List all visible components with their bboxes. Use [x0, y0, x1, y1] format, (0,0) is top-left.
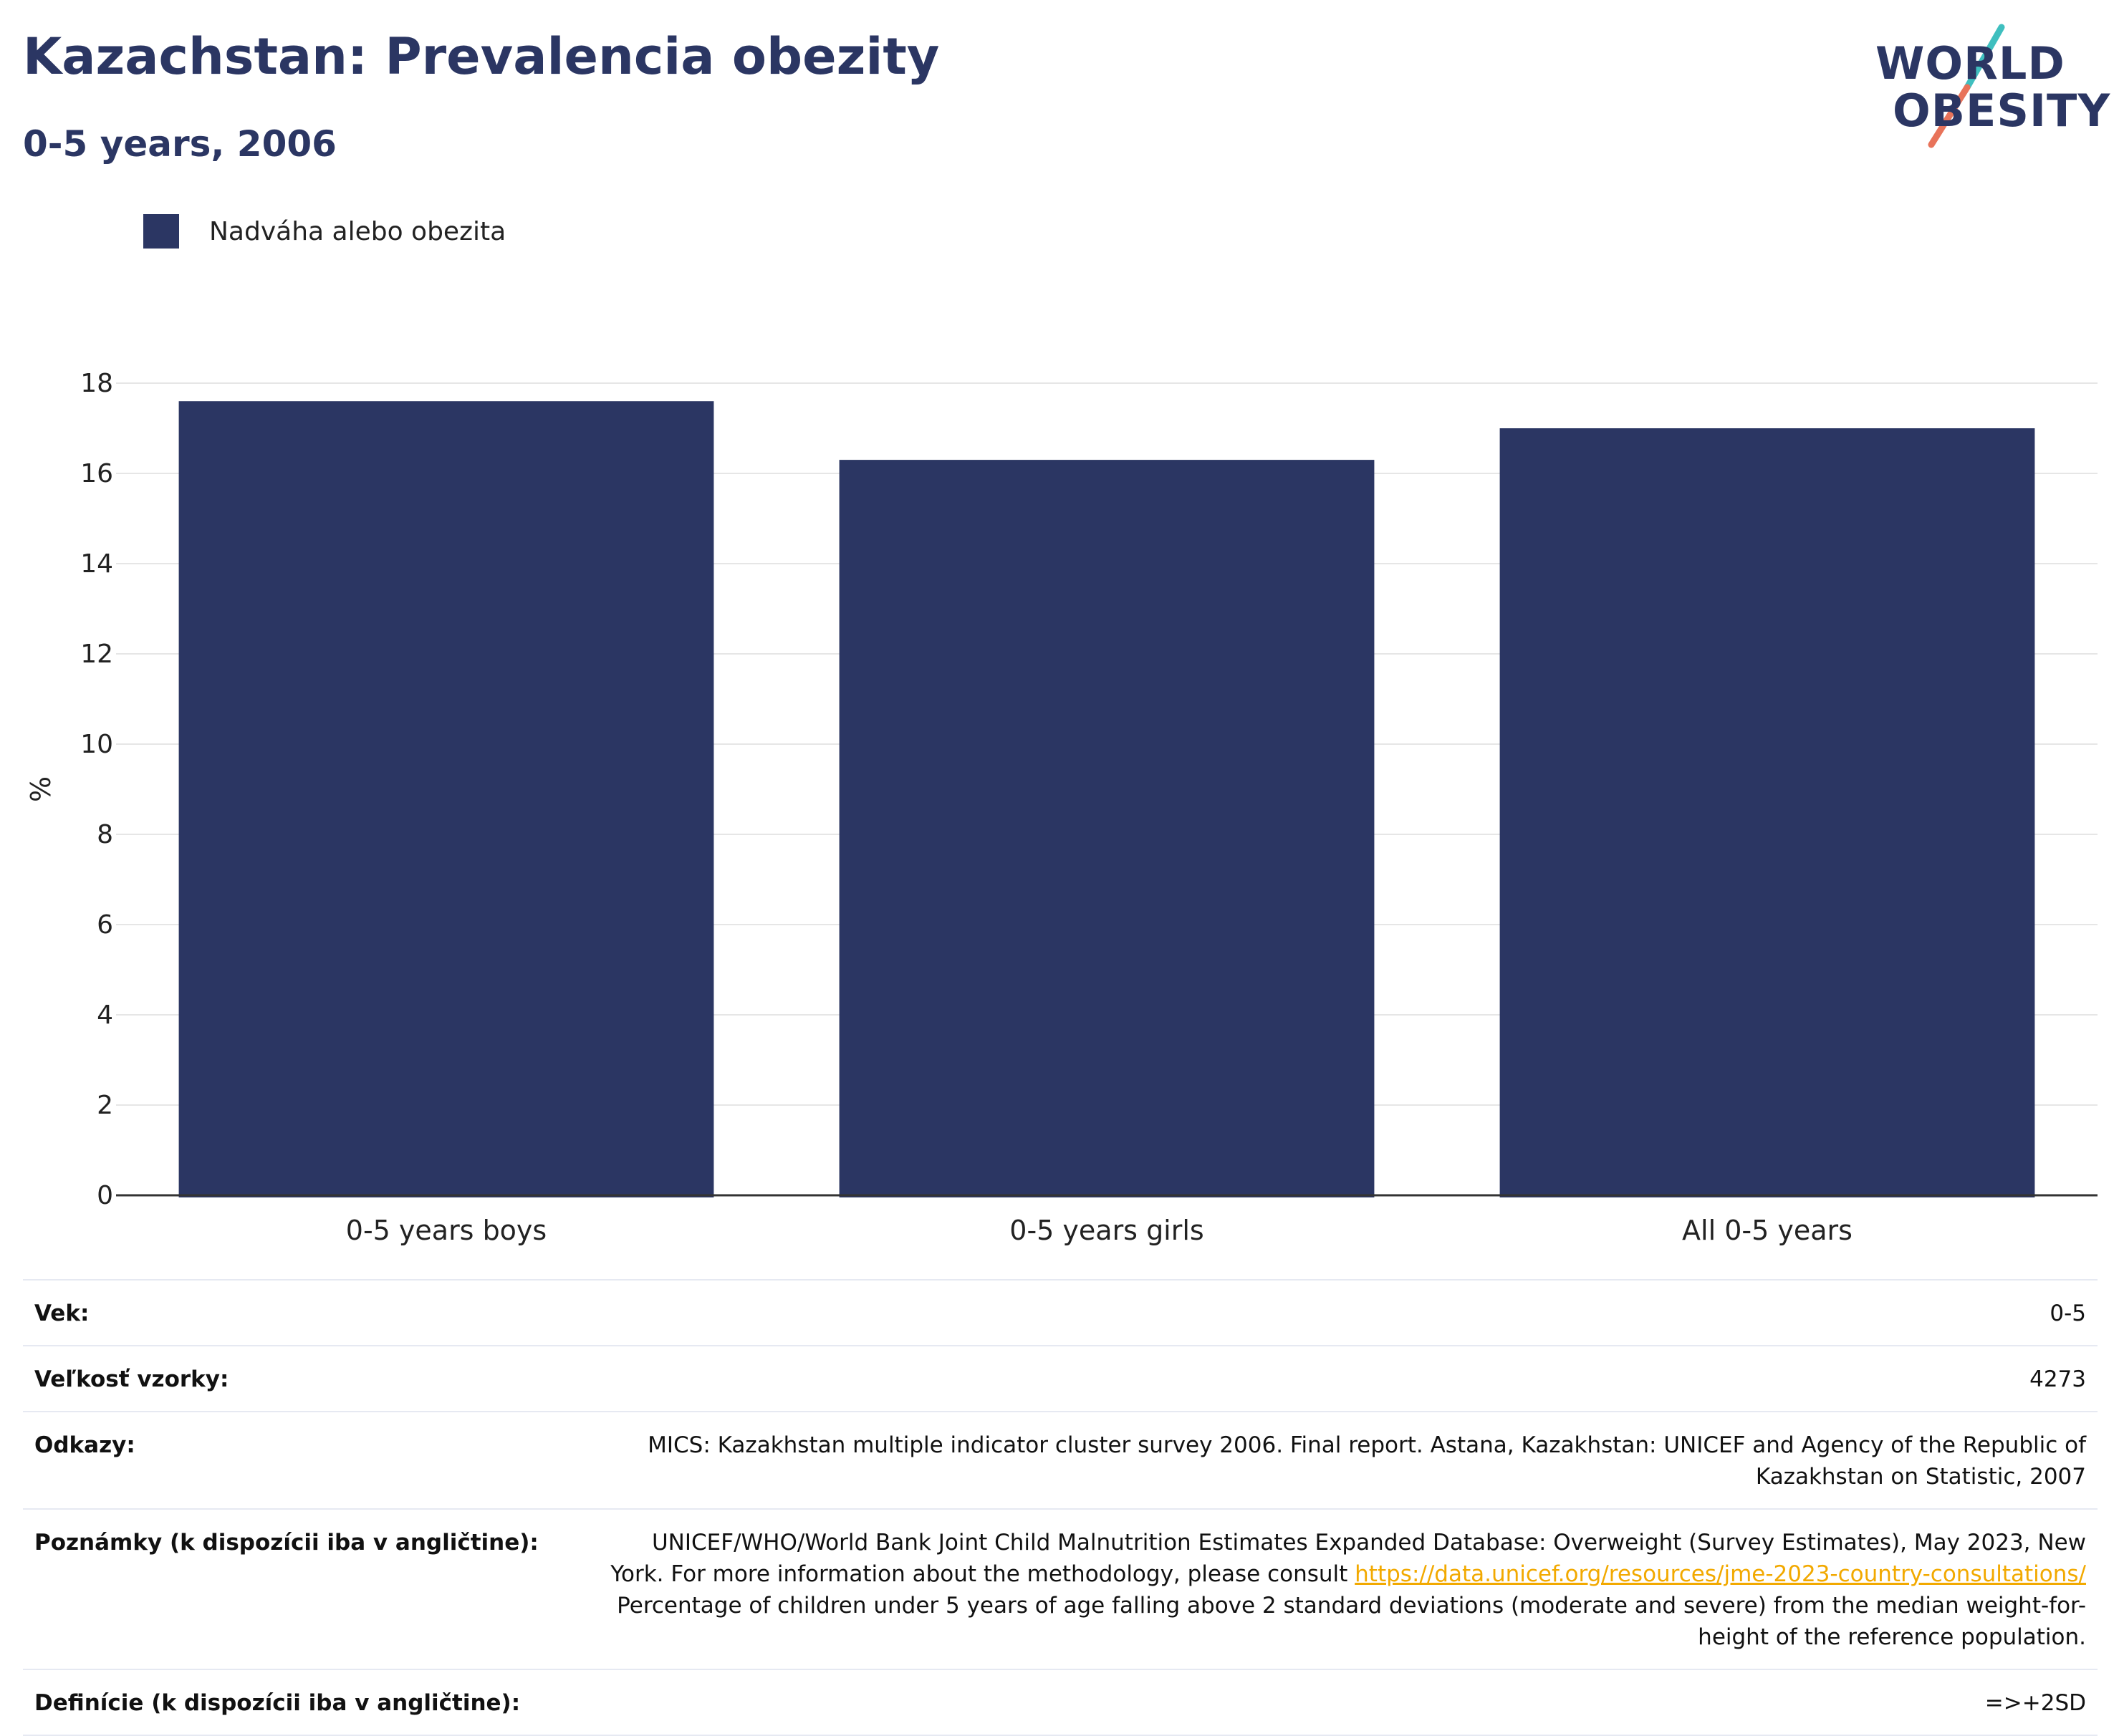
- meta-row-notes: Poznámky (k dispozícii iba v angličtine)…: [23, 1508, 2098, 1669]
- metadata-table: Vek: 0-5 Veľkosť vzorky: 4273 Odkazy: MI…: [23, 1279, 2098, 1736]
- world-obesity-logo[interactable]: WORLD OBESITY: [1870, 21, 2110, 150]
- chart-subtitle: 0-5 years, 2006: [23, 123, 337, 165]
- y-tick-label: 6: [97, 910, 113, 940]
- bar: [178, 401, 714, 1198]
- y-tick-label: 14: [80, 549, 113, 579]
- meta-row-definitions: Definície (k dispozícii iba v angličtine…: [23, 1669, 2098, 1736]
- meta-key-references: Odkazy:: [34, 1432, 135, 1458]
- y-tick-label: 4: [97, 1000, 113, 1030]
- meta-key-definitions: Definície (k dispozícii iba v angličtine…: [34, 1690, 521, 1716]
- y-tick-label: 16: [80, 459, 113, 488]
- bar: [1499, 428, 2035, 1197]
- logo-word-world: WORLD: [1875, 37, 2065, 90]
- logo-slash-icon: [1928, 24, 2005, 148]
- legend-swatch: [143, 214, 179, 249]
- y-axis-label: %: [25, 776, 57, 802]
- notes-link[interactable]: https://data.unicef.org/resources/jme-20…: [1355, 1561, 2086, 1587]
- notes-text: UNICEF/WHO/World Bank Joint Child Malnut…: [610, 1530, 2086, 1587]
- meta-value-sample-size: 4273: [2029, 1366, 2086, 1392]
- meta-key-sample-size: Veľkosť vzorky:: [34, 1366, 229, 1392]
- y-tick-label: 18: [80, 369, 113, 398]
- bar-chart: 0 2 4 6 8 10 12 14 16 18% 0-5 years boys 0-5 years …: [25, 369, 2098, 1246]
- legend[interactable]: Nadváha alebo obezita: [143, 213, 506, 249]
- x-tick-label: 0-5 years boys: [346, 1215, 547, 1246]
- legend-label: Nadváha alebo obezita: [209, 216, 506, 246]
- bar: [839, 460, 1375, 1197]
- y-tick-label: 12: [80, 640, 113, 669]
- meta-value-age: 0-5: [2050, 1301, 2086, 1326]
- meta-key-notes: Poznámky (k dispozícii iba v angličtine)…: [34, 1530, 539, 1556]
- x-tick-label: 0-5 years girls: [1009, 1215, 1203, 1246]
- meta-value-notes: UNICEF/WHO/World Bank Joint Child Malnut…: [610, 1527, 2086, 1653]
- meta-key-age: Vek:: [34, 1301, 90, 1326]
- meta-value-references: MICS: Kazakhstan multiple indicator clus…: [648, 1432, 2086, 1490]
- notes-text-after: Percentage of children under 5 years of …: [617, 1593, 2086, 1650]
- chart-title: Kazachstan: Prevalencia obezity: [23, 27, 940, 86]
- y-tick-label: 0: [97, 1181, 113, 1210]
- y-tick-label: 10: [80, 730, 113, 759]
- y-tick-label: 8: [97, 820, 113, 849]
- y-tick-label: 2: [97, 1091, 113, 1120]
- meta-row-age: Vek: 0-5: [23, 1279, 2098, 1345]
- logo-word-obesity: OBESITY: [1893, 85, 2111, 137]
- meta-value-definitions: =>+2SD: [1984, 1690, 2086, 1716]
- x-tick-label: All 0-5 years: [1682, 1215, 1853, 1246]
- meta-row-references: Odkazy: MICS: Kazakhstan multiple indica…: [23, 1411, 2098, 1508]
- meta-row-sample-size: Veľkosť vzorky: 4273: [23, 1345, 2098, 1411]
